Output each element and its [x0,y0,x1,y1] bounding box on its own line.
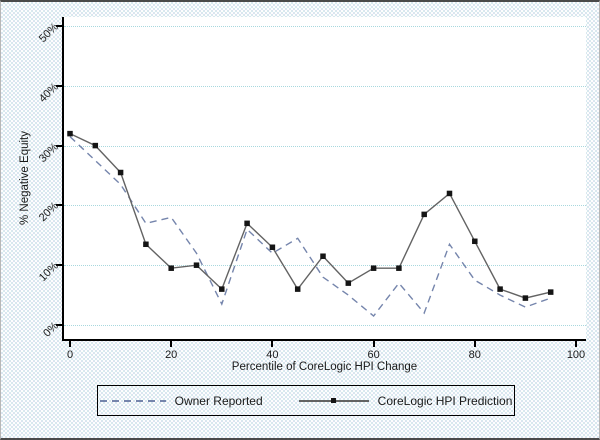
data-point-marker [421,211,427,218]
legend: Owner Reported CoreLogic HPI Prediction [97,385,515,416]
dashed-line-sample-icon [99,399,166,402]
y-tick [56,84,62,87]
data-point-marker [244,220,250,227]
x-tick [575,341,577,347]
y-axis-line [62,17,64,341]
x-axis-line [62,339,586,341]
y-gridline [64,85,586,87]
y-tick [56,324,62,326]
square-marker-icon [330,397,336,403]
x-tick-label: 60 [367,349,380,361]
series-line-owner-reported [69,136,551,318]
y-gridline [64,325,586,326]
data-point-marker [294,286,301,292]
x-tick [372,341,375,347]
data-point-marker [320,253,326,259]
y-tick [56,204,62,207]
data-point-marker [92,142,99,149]
x-axis-title: Percentile of CoreLogic HPI Change [231,361,418,373]
data-point-marker [522,295,529,301]
data-point-marker [345,280,352,286]
x-tick-label: 100 [566,349,586,361]
x-tick [170,341,173,347]
y-tick [56,144,62,147]
y-gridline [64,26,586,27]
data-point-marker [168,265,174,271]
y-gridline [64,265,586,267]
legend-item-owner-reported: Owner Reported [99,393,263,408]
x-tick-label: 40 [266,349,279,361]
x-tick-label: 20 [165,349,178,361]
data-point-marker [117,169,124,176]
legend-label-owner-reported: Owner Reported [174,393,263,408]
y-axis-title: % Negative Equity [19,131,31,225]
data-point-marker [472,238,478,245]
y-tick [56,25,62,27]
data-point-marker [219,286,225,292]
legend-label-corelogic: CoreLogic HPI Prediction [377,393,513,408]
y-gridline [64,205,586,207]
y-gridline [64,145,586,147]
data-point-marker [143,241,149,248]
y-tick [56,264,62,267]
solid-line-sample-icon [298,397,369,403]
data-point-marker [269,244,276,251]
data-point-marker [446,190,453,197]
chart-plot-svg [67,130,554,318]
data-point-marker [497,286,503,292]
x-tick-label: 0 [66,349,74,361]
data-point-marker [370,265,377,271]
x-tick-label: 80 [468,349,481,361]
series-line-corelogic-hpi-prediction [69,133,551,299]
x-tick [69,341,71,347]
data-point-marker [396,265,402,271]
x-tick [271,341,274,347]
data-point-marker [67,130,73,137]
data-point-marker [193,262,200,268]
x-tick [473,341,476,347]
legend-item-corelogic: CoreLogic HPI Prediction [298,393,513,408]
data-point-marker [547,289,554,295]
